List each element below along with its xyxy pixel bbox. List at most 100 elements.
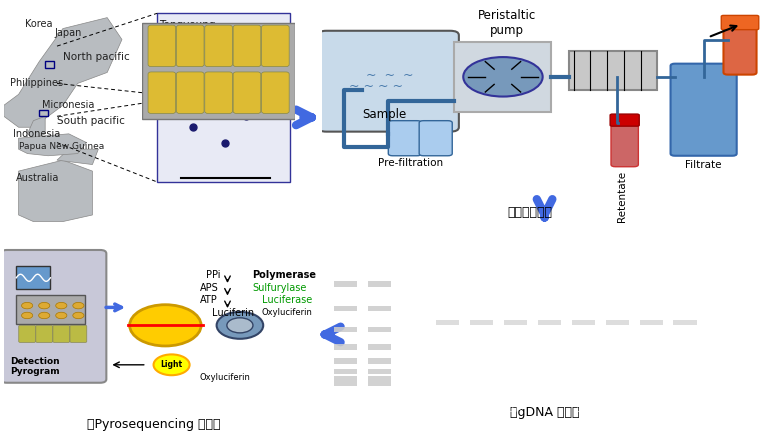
Circle shape <box>38 312 50 319</box>
FancyBboxPatch shape <box>569 51 657 90</box>
Text: 동열2: 동열2 <box>475 404 488 411</box>
Text: Polymerase: Polymerase <box>252 270 316 280</box>
FancyBboxPatch shape <box>18 325 35 342</box>
Text: 2013.2: 2013.2 <box>333 392 358 398</box>
Bar <box>334 369 357 374</box>
Text: Pre-filtration: Pre-filtration <box>378 158 443 168</box>
Bar <box>368 327 391 332</box>
Circle shape <box>73 303 84 309</box>
Text: （Pyrosequencing 분석）: （Pyrosequencing 분석） <box>87 418 220 431</box>
Text: ~ ~ ~ ~: ~ ~ ~ ~ <box>348 80 403 93</box>
Polygon shape <box>57 149 98 164</box>
Text: Indonesia: Indonesia <box>13 129 60 139</box>
FancyBboxPatch shape <box>233 72 261 113</box>
Bar <box>334 281 357 287</box>
Text: Micronesia: Micronesia <box>42 100 94 110</box>
FancyBboxPatch shape <box>36 325 53 342</box>
Bar <box>368 344 391 350</box>
Text: 1Kb: 1Kb <box>371 240 388 249</box>
Text: （해수농축）: （해수농축） <box>507 206 552 219</box>
FancyBboxPatch shape <box>157 101 290 182</box>
Text: Sulfurylase: Sulfurylase <box>252 283 307 293</box>
Bar <box>45 62 54 68</box>
Text: PPi: PPi <box>206 270 220 280</box>
Text: Retentate: Retentate <box>617 171 627 222</box>
Bar <box>39 110 48 117</box>
Text: 동열2: 동열2 <box>542 404 556 411</box>
Text: 1Kb: 1Kb <box>337 240 354 249</box>
Polygon shape <box>28 117 45 138</box>
Text: Philippines: Philippines <box>10 78 63 89</box>
Text: Oxyluciferin: Oxyluciferin <box>262 308 312 317</box>
Circle shape <box>463 57 542 97</box>
Text: 동열1: 동열1 <box>441 404 454 411</box>
Text: 2013.5: 2013.5 <box>537 392 562 398</box>
Bar <box>368 369 391 374</box>
Bar <box>504 320 527 325</box>
Bar <box>368 306 391 311</box>
FancyBboxPatch shape <box>723 22 756 74</box>
FancyBboxPatch shape <box>16 295 84 323</box>
Text: Detection
Pyrogram: Detection Pyrogram <box>10 357 60 376</box>
Text: 2013.5: 2013.5 <box>502 392 528 398</box>
FancyBboxPatch shape <box>419 120 453 156</box>
Text: Sample: Sample <box>362 108 406 120</box>
Text: Chuuk: Chuuk <box>368 404 391 411</box>
Text: ATP: ATP <box>199 295 217 305</box>
Text: Tongyoung: Tongyoung <box>159 20 216 30</box>
FancyBboxPatch shape <box>318 31 459 132</box>
Polygon shape <box>18 134 87 156</box>
Circle shape <box>130 305 201 346</box>
Bar <box>640 320 663 325</box>
Text: Filtrate: Filtrate <box>686 160 722 170</box>
Polygon shape <box>4 18 122 127</box>
Bar <box>334 376 357 381</box>
Circle shape <box>21 303 33 309</box>
Circle shape <box>216 312 263 339</box>
Text: 동열1: 동열1 <box>577 404 590 411</box>
Text: South pacific: South pacific <box>57 116 125 126</box>
FancyBboxPatch shape <box>176 25 204 66</box>
Text: 2013.6: 2013.6 <box>367 392 393 398</box>
Text: Peristaltic
pump: Peristaltic pump <box>479 9 536 37</box>
FancyBboxPatch shape <box>53 325 70 342</box>
Text: Luciferase: Luciferase <box>262 295 312 305</box>
Text: Korea: Korea <box>25 19 52 29</box>
FancyBboxPatch shape <box>262 72 289 113</box>
Circle shape <box>38 303 50 309</box>
FancyBboxPatch shape <box>142 23 295 119</box>
Bar <box>334 358 357 364</box>
FancyBboxPatch shape <box>721 16 759 30</box>
Bar <box>436 320 459 325</box>
Text: North pacific: North pacific <box>63 52 130 62</box>
Text: 2013.3: 2013.3 <box>435 392 460 398</box>
Text: Japan: Japan <box>54 28 81 38</box>
FancyBboxPatch shape <box>233 25 261 66</box>
FancyBboxPatch shape <box>205 25 232 66</box>
Text: 2013.3: 2013.3 <box>469 392 494 398</box>
FancyBboxPatch shape <box>262 25 289 66</box>
FancyBboxPatch shape <box>70 325 87 342</box>
Bar <box>368 281 391 287</box>
FancyBboxPatch shape <box>611 118 638 167</box>
Bar <box>368 381 391 386</box>
Bar <box>368 376 391 381</box>
Polygon shape <box>18 160 92 222</box>
Circle shape <box>227 318 253 333</box>
FancyBboxPatch shape <box>148 25 176 66</box>
FancyBboxPatch shape <box>454 42 551 112</box>
FancyBboxPatch shape <box>176 72 204 113</box>
FancyBboxPatch shape <box>670 64 736 156</box>
Bar <box>334 344 357 350</box>
Circle shape <box>56 303 67 309</box>
FancyBboxPatch shape <box>16 266 51 289</box>
Text: Oxyluciferin: Oxyluciferin <box>199 373 250 382</box>
Text: 동열1: 동열1 <box>509 404 522 411</box>
Circle shape <box>73 312 84 319</box>
FancyBboxPatch shape <box>388 120 421 156</box>
Text: Chuuk: Chuuk <box>170 105 203 115</box>
Bar <box>673 320 696 325</box>
Bar <box>368 358 391 364</box>
Bar <box>334 306 357 311</box>
Text: APS: APS <box>199 283 219 293</box>
